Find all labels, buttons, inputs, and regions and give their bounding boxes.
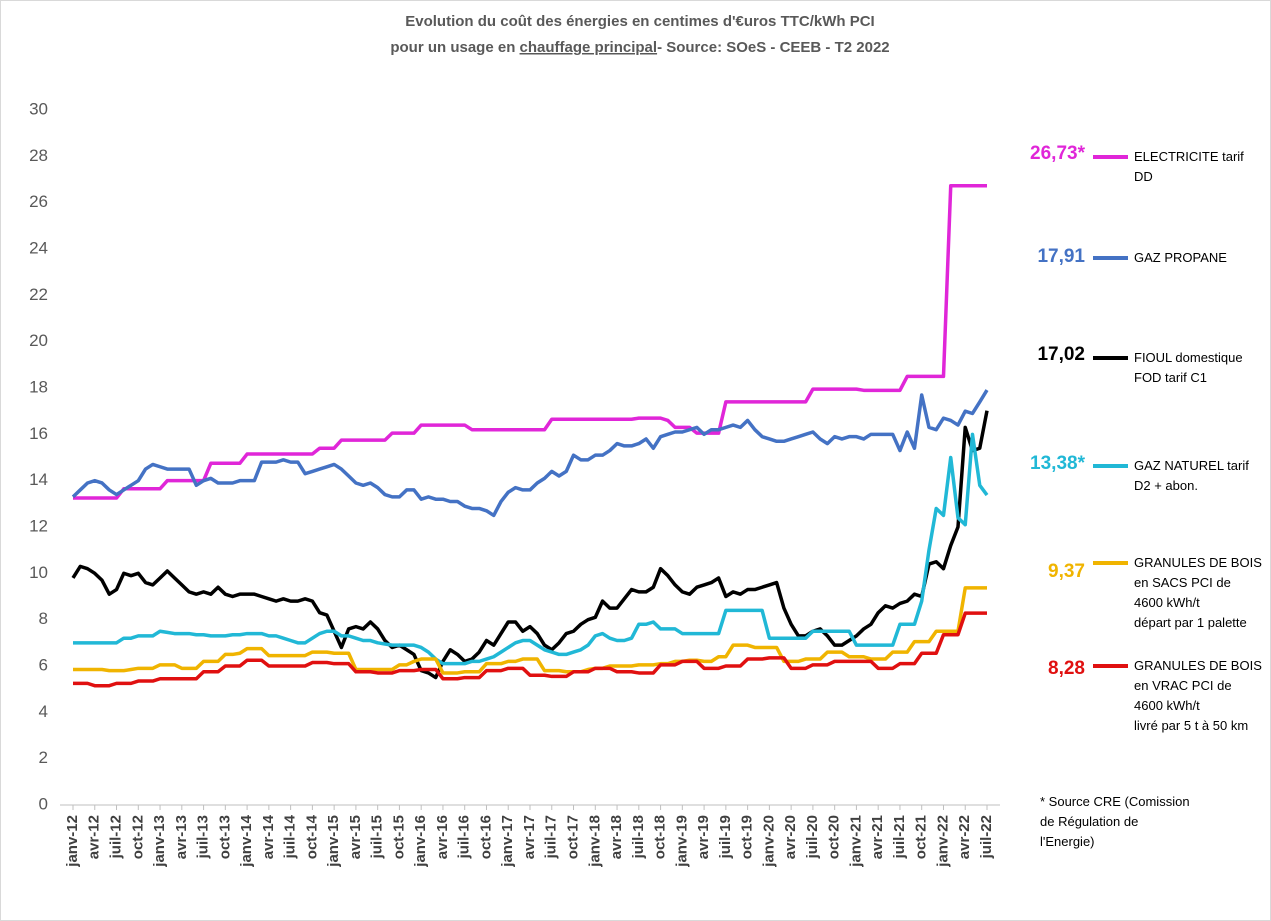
x-tick-label: oct-16 — [477, 815, 494, 859]
y-tick-label: 26 — [29, 192, 48, 211]
y-tick-label: 2 — [39, 748, 48, 767]
x-tick-label: janv-15 — [325, 815, 342, 868]
chart-subtitle: pour un usage en chauffage principal- So… — [390, 39, 889, 56]
x-tick-label: avr-20 — [782, 815, 799, 859]
x-tick-label: juil-18 — [630, 815, 647, 859]
series-line — [73, 611, 987, 688]
series-line — [71, 410, 989, 680]
y-tick-label: 30 — [29, 99, 48, 118]
series-line — [71, 389, 989, 518]
x-tick-label: janv-22 — [934, 815, 951, 868]
end-value-label: 17,02 — [1037, 344, 1085, 365]
y-tick-label: 20 — [29, 331, 48, 350]
y-tick-label: 6 — [39, 655, 48, 674]
series-line — [73, 432, 989, 666]
x-tick-label: juil-21 — [891, 815, 908, 859]
x-tick-label: avr-15 — [347, 815, 364, 859]
x-tick-label: avr-19 — [695, 815, 712, 859]
x-tick-label: juil-13 — [195, 815, 212, 859]
y-tick-label: 16 — [29, 424, 48, 443]
x-tick-label: oct-17 — [564, 815, 581, 859]
x-tick-label: janv-17 — [499, 815, 516, 868]
end-value-label: 9,37 — [1048, 561, 1085, 582]
legend-label: GRANULES DE BOIS en VRAC PCI de 4600 kWh… — [1134, 658, 1262, 733]
y-tick-label: 28 — [29, 146, 48, 165]
x-tick-label: janv-12 — [64, 815, 81, 868]
y-tick-label: 0 — [39, 794, 48, 813]
end-value-label: 17,91 — [1037, 246, 1085, 267]
x-tick-label: juil-20 — [804, 815, 821, 859]
x-tick-label: juil-22 — [978, 815, 995, 859]
x-tick-label: juil-12 — [107, 815, 124, 859]
x-tick-label: avr-12 — [86, 815, 103, 859]
subtitle-part: chauffage principal — [520, 39, 658, 56]
y-tick-label: 22 — [29, 285, 48, 304]
x-tick-label: avr-16 — [434, 815, 451, 859]
x-tick-label: avr-13 — [173, 815, 190, 859]
subtitle-part: pour un usage en — [390, 39, 519, 56]
x-tick-label: oct-15 — [390, 815, 407, 859]
x-tick-label: janv-14 — [238, 814, 255, 867]
y-tick-label: 14 — [29, 470, 48, 489]
x-tick-label: oct-20 — [826, 815, 843, 859]
x-tick-label: janv-16 — [412, 815, 429, 868]
series-line — [73, 184, 987, 500]
x-tick-label: janv-13 — [151, 815, 168, 868]
legend-label: FIOUL domestique FOD tarif C1 — [1134, 350, 1243, 385]
x-tick-label: janv-18 — [586, 815, 603, 868]
x-tick-label: janv-20 — [760, 815, 777, 868]
subtitle-part: - Source: SOeS - CEEB - T2 2022 — [657, 39, 890, 56]
end-value-label: 13,38* — [1030, 453, 1085, 474]
x-tick-label: avr-14 — [260, 814, 277, 859]
x-tick-label: janv-21 — [847, 815, 864, 868]
legend-label: GAZ NATUREL tarif D2 + abon. — [1134, 458, 1249, 493]
legend-label: GRANULES DE BOIS en SACS PCI de 4600 kWh… — [1134, 555, 1262, 630]
x-tick-label: avr-21 — [869, 815, 886, 859]
x-tick-label: juil-16 — [456, 815, 473, 859]
x-tick-label: oct-18 — [652, 815, 669, 859]
x-tick-label: juil-15 — [369, 815, 386, 859]
x-tick-label: juil-17 — [543, 815, 560, 859]
x-tick-label: juil-14 — [282, 814, 299, 859]
end-value-label: 26,73* — [1030, 143, 1085, 164]
chart-title: Evolution du coût des énergies en centim… — [405, 13, 874, 30]
end-value-label: 8,28 — [1048, 658, 1085, 679]
legend-label: ELECTRICITE tarif DD — [1134, 149, 1244, 184]
footnote: * Source CRE (Comission de Régulation de… — [1040, 794, 1190, 849]
x-tick-label: avr-22 — [956, 815, 973, 859]
y-tick-label: 24 — [29, 238, 48, 257]
x-tick-label: oct-21 — [913, 815, 930, 859]
y-tick-label: 18 — [29, 377, 48, 396]
y-tick-label: 8 — [39, 609, 48, 628]
x-tick-label: oct-12 — [129, 815, 146, 859]
x-tick-label: oct-19 — [739, 815, 756, 859]
x-tick-label: oct-13 — [216, 815, 233, 859]
x-tick-label: oct-14 — [303, 814, 320, 859]
x-tick-label: janv-19 — [673, 815, 690, 868]
y-tick-label: 4 — [39, 702, 48, 721]
y-tick-label: 10 — [29, 563, 48, 582]
y-tick-label: 12 — [29, 516, 48, 535]
x-tick-label: avr-17 — [521, 815, 538, 859]
x-tick-label: avr-18 — [608, 815, 625, 859]
series-line — [73, 586, 987, 675]
x-tick-label: juil-19 — [717, 815, 734, 859]
legend-label: GAZ PROPANE — [1134, 250, 1227, 265]
